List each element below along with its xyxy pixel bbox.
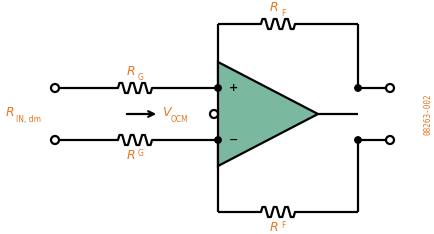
Text: $R$: $R$ <box>126 149 135 162</box>
Text: $R$: $R$ <box>126 65 135 78</box>
Circle shape <box>385 84 393 92</box>
Circle shape <box>51 136 59 144</box>
Text: G: G <box>138 73 144 82</box>
Text: −: − <box>228 135 238 145</box>
Text: F: F <box>280 221 285 230</box>
Circle shape <box>214 85 221 91</box>
Text: 08263-002: 08263-002 <box>423 93 431 135</box>
Polygon shape <box>217 62 317 166</box>
Circle shape <box>385 136 393 144</box>
Text: F: F <box>280 9 285 18</box>
Circle shape <box>354 85 360 91</box>
Text: $V$: $V$ <box>161 106 173 120</box>
Text: G: G <box>138 149 144 158</box>
Circle shape <box>210 110 217 118</box>
Circle shape <box>214 137 221 143</box>
Text: $R$: $R$ <box>269 1 278 14</box>
Text: OCM: OCM <box>171 115 188 124</box>
Text: $R$: $R$ <box>5 106 14 120</box>
Text: IN, dm: IN, dm <box>16 115 41 124</box>
Text: $R$: $R$ <box>269 221 278 234</box>
Circle shape <box>354 137 360 143</box>
Text: +: + <box>228 83 238 93</box>
Circle shape <box>51 84 59 92</box>
